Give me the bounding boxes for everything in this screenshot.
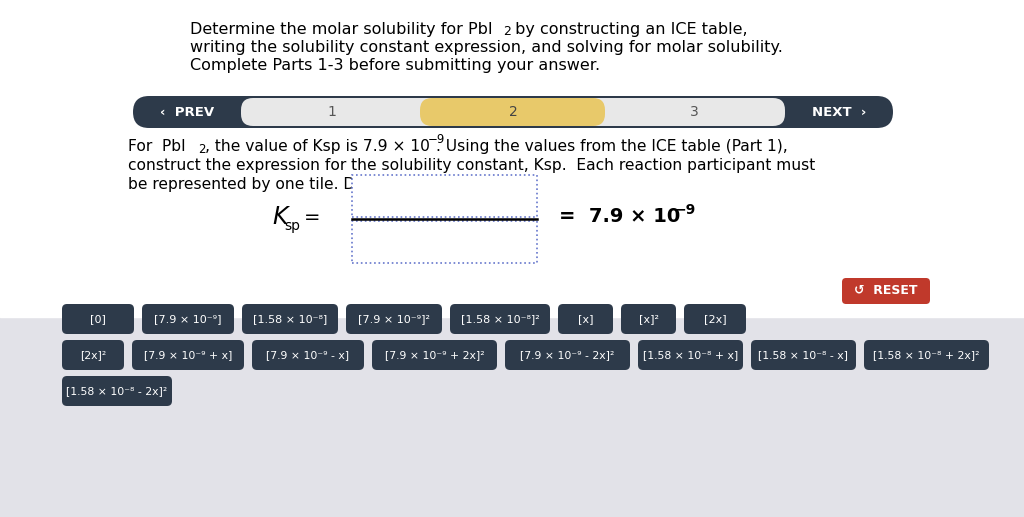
- FancyBboxPatch shape: [242, 304, 338, 334]
- Text: , the value of Ksp is 7.9 × 10: , the value of Ksp is 7.9 × 10: [205, 139, 430, 154]
- FancyBboxPatch shape: [62, 376, 172, 406]
- Text: ↺  RESET: ↺ RESET: [854, 284, 918, 297]
- FancyBboxPatch shape: [864, 340, 989, 370]
- Text: [1.58 × 10⁻⁸ - 2x]²: [1.58 × 10⁻⁸ - 2x]²: [67, 386, 168, 396]
- Text: [7.9 × 10⁻⁹]: [7.9 × 10⁻⁹]: [155, 314, 222, 324]
- Text: 2: 2: [509, 105, 517, 119]
- Text: construct the expression for the solubility constant, Ksp.  Each reaction partic: construct the expression for the solubil…: [128, 158, 815, 173]
- Text: [1.58 × 10⁻⁸ + x]: [1.58 × 10⁻⁸ + x]: [643, 350, 738, 360]
- Text: [1.58 × 10⁻⁸ + 2x]²: [1.58 × 10⁻⁸ + 2x]²: [873, 350, 980, 360]
- Text: K: K: [272, 205, 288, 229]
- Text: writing the solubility constant expression, and solving for molar solubility.: writing the solubility constant expressi…: [190, 40, 783, 55]
- Text: [7.9 × 10⁻⁹ + x]: [7.9 × 10⁻⁹ + x]: [143, 350, 232, 360]
- FancyBboxPatch shape: [62, 340, 124, 370]
- FancyBboxPatch shape: [420, 98, 605, 126]
- Text: For  PbI: For PbI: [128, 139, 185, 154]
- Text: [7.9 × 10⁻⁹ - x]: [7.9 × 10⁻⁹ - x]: [266, 350, 349, 360]
- Text: 3: 3: [690, 105, 698, 119]
- FancyBboxPatch shape: [352, 175, 537, 217]
- Text: [x]: [x]: [578, 314, 593, 324]
- Text: [1.58 × 10⁻⁸]²: [1.58 × 10⁻⁸]²: [461, 314, 540, 324]
- Text: −9: −9: [675, 203, 696, 217]
- Text: −9: −9: [428, 133, 445, 146]
- Text: [2x]²: [2x]²: [80, 350, 106, 360]
- Text: sp: sp: [284, 219, 300, 233]
- Text: [1.58 × 10⁻⁸ - x]: [1.58 × 10⁻⁸ - x]: [759, 350, 849, 360]
- Text: [7.9 × 10⁻⁹ + 2x]²: [7.9 × 10⁻⁹ + 2x]²: [385, 350, 484, 360]
- Text: [0]: [0]: [90, 314, 105, 324]
- Bar: [0, 317, 1024, 517]
- Text: . Using the values from the ICE table (Part 1),: . Using the values from the ICE table (P…: [436, 139, 787, 154]
- FancyBboxPatch shape: [241, 98, 785, 126]
- FancyBboxPatch shape: [132, 340, 244, 370]
- Text: 1: 1: [328, 105, 336, 119]
- Text: [1.58 × 10⁻⁸]: [1.58 × 10⁻⁸]: [253, 314, 327, 324]
- FancyBboxPatch shape: [842, 278, 930, 304]
- FancyBboxPatch shape: [352, 221, 537, 263]
- Text: [7.9 × 10⁻⁹]²: [7.9 × 10⁻⁹]²: [358, 314, 430, 324]
- Text: by constructing an ICE table,: by constructing an ICE table,: [510, 22, 748, 37]
- Text: [2x]: [2x]: [703, 314, 726, 324]
- Text: Complete Parts 1-3 before submitting your answer.: Complete Parts 1-3 before submitting you…: [190, 58, 600, 73]
- Text: =  7.9 × 10: = 7.9 × 10: [559, 207, 680, 226]
- Text: NEXT  ›: NEXT ›: [812, 105, 866, 118]
- FancyBboxPatch shape: [62, 304, 134, 334]
- FancyBboxPatch shape: [142, 304, 234, 334]
- FancyBboxPatch shape: [346, 304, 442, 334]
- Text: ‹  PREV: ‹ PREV: [160, 105, 214, 118]
- Text: 2: 2: [198, 143, 206, 156]
- Bar: [0, 0, 1024, 317]
- FancyBboxPatch shape: [638, 340, 743, 370]
- Text: be represented by one tile. Do not combine terms.: be represented by one tile. Do not combi…: [128, 177, 521, 192]
- FancyBboxPatch shape: [372, 340, 497, 370]
- FancyBboxPatch shape: [621, 304, 676, 334]
- Text: Determine the molar solubility for PbI: Determine the molar solubility for PbI: [190, 22, 493, 37]
- Text: 2: 2: [503, 25, 511, 38]
- FancyBboxPatch shape: [558, 304, 613, 334]
- FancyBboxPatch shape: [684, 304, 746, 334]
- FancyBboxPatch shape: [252, 340, 364, 370]
- Text: [7.9 × 10⁻⁹ - 2x]²: [7.9 × 10⁻⁹ - 2x]²: [520, 350, 614, 360]
- FancyBboxPatch shape: [450, 304, 550, 334]
- FancyBboxPatch shape: [505, 340, 630, 370]
- FancyBboxPatch shape: [133, 96, 893, 128]
- FancyBboxPatch shape: [751, 340, 856, 370]
- Text: =: =: [304, 207, 321, 226]
- Text: [x]²: [x]²: [639, 314, 658, 324]
